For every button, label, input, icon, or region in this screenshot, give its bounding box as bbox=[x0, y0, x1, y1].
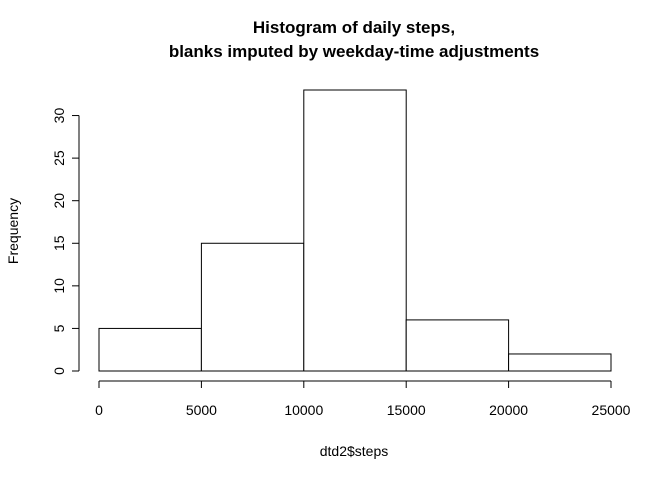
histogram-bar-0 bbox=[98, 327, 202, 372]
y-axis: 0 5 10 15 20 25 30 bbox=[51, 108, 80, 375]
x-tick-label-3: 15000 bbox=[387, 402, 426, 418]
y-tick-label-1: 5 bbox=[51, 324, 67, 332]
x-tick-label-0: 0 bbox=[95, 402, 103, 418]
bars-group bbox=[98, 89, 612, 372]
y-tick-label-6: 30 bbox=[51, 108, 67, 124]
y-tick-label-5: 25 bbox=[51, 150, 67, 166]
y-tick-label-2: 10 bbox=[51, 278, 67, 294]
y-tick-label-4: 20 bbox=[51, 193, 67, 209]
histogram-bar-3 bbox=[405, 319, 510, 372]
histogram-bar-1 bbox=[200, 242, 305, 372]
x-tick-label-4: 20000 bbox=[489, 402, 528, 418]
x-axis-label: dtd2$steps bbox=[320, 443, 389, 459]
x-axis: 0 5000 10000 15000 20000 25000 bbox=[95, 380, 631, 418]
x-tick-label-1: 5000 bbox=[186, 402, 217, 418]
y-tick-label-3: 15 bbox=[51, 235, 67, 251]
histogram-bar-4 bbox=[508, 353, 612, 372]
chart-title: Histogram of daily steps, bbox=[253, 18, 455, 37]
x-tick-label-5: 25000 bbox=[592, 402, 631, 418]
y-axis-label: Frequency bbox=[5, 198, 21, 264]
chart-subtitle: blanks imputed by weekday-time adjustmen… bbox=[169, 42, 539, 61]
x-tick-label-2: 10000 bbox=[284, 402, 323, 418]
y-tick-label-0: 0 bbox=[51, 367, 67, 375]
histogram-bar-2 bbox=[303, 89, 407, 372]
